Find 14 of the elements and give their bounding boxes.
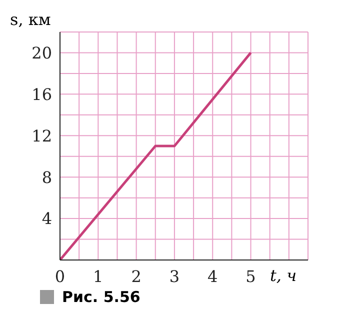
y-tick-label: 8 — [42, 168, 52, 187]
x-axis-title: t, ч — [270, 266, 297, 285]
x-tick-label: 3 — [169, 267, 180, 286]
x-tick-label: 2 — [131, 267, 142, 286]
x-tick-label: 4 — [208, 267, 218, 286]
x-tick-label: 1 — [93, 267, 104, 286]
x-tick-label: 5 — [246, 267, 256, 286]
y-tick-label: 4 — [42, 209, 52, 228]
x-tick-label: 0 — [54, 267, 66, 286]
y-axis-title: s, км — [10, 10, 51, 29]
y-tick-label: 20 — [32, 43, 52, 62]
text: Рис. 5.56 — [62, 288, 140, 306]
y-tick-label: 16 — [32, 84, 52, 104]
y-tick-label: 12 — [32, 126, 52, 146]
